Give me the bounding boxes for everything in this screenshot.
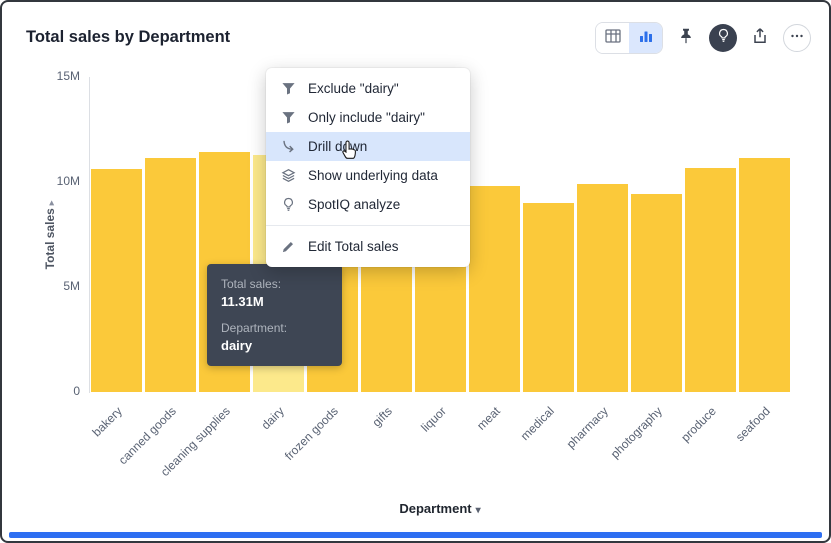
toolbar bbox=[595, 22, 811, 54]
layers-icon bbox=[280, 168, 296, 184]
bar-seafood[interactable] bbox=[739, 157, 790, 392]
menu-item-edit-total-sales[interactable]: Edit Total sales bbox=[266, 232, 470, 261]
cursor-pointer-icon bbox=[339, 139, 361, 168]
spotiq-button[interactable] bbox=[709, 24, 737, 52]
share-icon bbox=[751, 27, 769, 50]
bar-medical[interactable] bbox=[523, 203, 574, 392]
bar-bakery[interactable] bbox=[91, 169, 142, 392]
table-view-button[interactable] bbox=[596, 23, 629, 53]
more-options-button[interactable] bbox=[783, 24, 811, 52]
lightbulb-icon bbox=[280, 197, 296, 213]
view-toggle-group bbox=[595, 22, 663, 54]
table-icon bbox=[604, 27, 622, 50]
y-axis-caret-icon: ▸ bbox=[46, 200, 56, 206]
share-button[interactable] bbox=[746, 24, 774, 52]
x-axis-caret-icon: ▾ bbox=[475, 505, 481, 516]
menu-item-drill-down[interactable]: Drill down bbox=[266, 132, 470, 161]
menu-item-show-underlying-data[interactable]: Show underlying data bbox=[266, 161, 470, 190]
tooltip-dimension-label: Department: bbox=[221, 321, 288, 335]
pin-button[interactable] bbox=[672, 24, 700, 52]
y-axis-line bbox=[89, 77, 90, 393]
y-tick-label: 5M bbox=[63, 279, 80, 293]
menu-item-only-include-dairy[interactable]: Only include "dairy" bbox=[266, 103, 470, 132]
menu-divider bbox=[266, 225, 470, 226]
menu-item-label: SpotIQ analyze bbox=[308, 197, 401, 212]
chart-tooltip: Total sales: 11.31M Department: dairy bbox=[207, 264, 342, 366]
menu-item-exclude-dairy[interactable]: Exclude "dairy" bbox=[266, 74, 470, 103]
y-axis-title-label: Total sales bbox=[43, 208, 57, 270]
tooltip-dimension-value: dairy bbox=[221, 338, 253, 353]
y-tick-label: 15M bbox=[56, 69, 80, 83]
x-label-cell: seafood bbox=[732, 392, 790, 472]
tooltip-metric-value: 11.31M bbox=[221, 294, 264, 309]
lightbulb-icon bbox=[716, 28, 731, 48]
menu-item-spotiq-analyze[interactable]: SpotIQ analyze bbox=[266, 190, 470, 219]
menu-item-label: Exclude "dairy" bbox=[308, 81, 399, 96]
menu-item-label: Show underlying data bbox=[308, 168, 438, 183]
bar-produce[interactable] bbox=[685, 168, 736, 392]
pin-icon bbox=[677, 27, 695, 50]
menu-item-label: Edit Total sales bbox=[308, 239, 399, 254]
bar-canned-goods[interactable] bbox=[145, 157, 196, 392]
ellipsis-icon bbox=[789, 28, 805, 49]
menu-item-label: Only include "dairy" bbox=[308, 110, 425, 125]
page-title: Total sales by Department bbox=[26, 28, 231, 46]
y-tick-label: 0 bbox=[73, 384, 80, 398]
bar-chart-icon bbox=[637, 27, 655, 50]
y-tick-label: 10M bbox=[56, 174, 80, 188]
y-axis-title[interactable]: Total sales ▸ bbox=[43, 175, 57, 295]
x-axis-title[interactable]: Department ▾ bbox=[90, 501, 790, 516]
pencil-icon bbox=[280, 239, 296, 255]
bar-meat[interactable] bbox=[469, 186, 520, 392]
context-menu: Exclude "dairy" Only include "dairy" Dri… bbox=[266, 68, 470, 267]
filter-icon bbox=[280, 81, 296, 97]
x-labels: bakery canned goods cleaning supplies dairy… bbox=[89, 392, 790, 479]
x-axis-title-label: Department bbox=[399, 501, 472, 516]
tooltip-metric-label: Total sales: bbox=[221, 277, 282, 291]
chart-view-button[interactable] bbox=[629, 23, 662, 53]
filter-icon bbox=[280, 110, 296, 126]
bottom-accent-bar bbox=[9, 532, 822, 538]
drill-down-icon bbox=[280, 139, 296, 155]
bar-photography[interactable] bbox=[631, 193, 682, 392]
bar-pharmacy[interactable] bbox=[577, 184, 628, 392]
